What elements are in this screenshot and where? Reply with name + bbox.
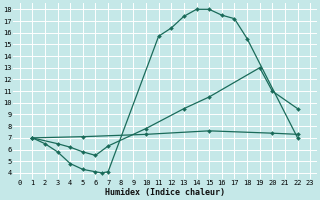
X-axis label: Humidex (Indice chaleur): Humidex (Indice chaleur) — [105, 188, 225, 197]
